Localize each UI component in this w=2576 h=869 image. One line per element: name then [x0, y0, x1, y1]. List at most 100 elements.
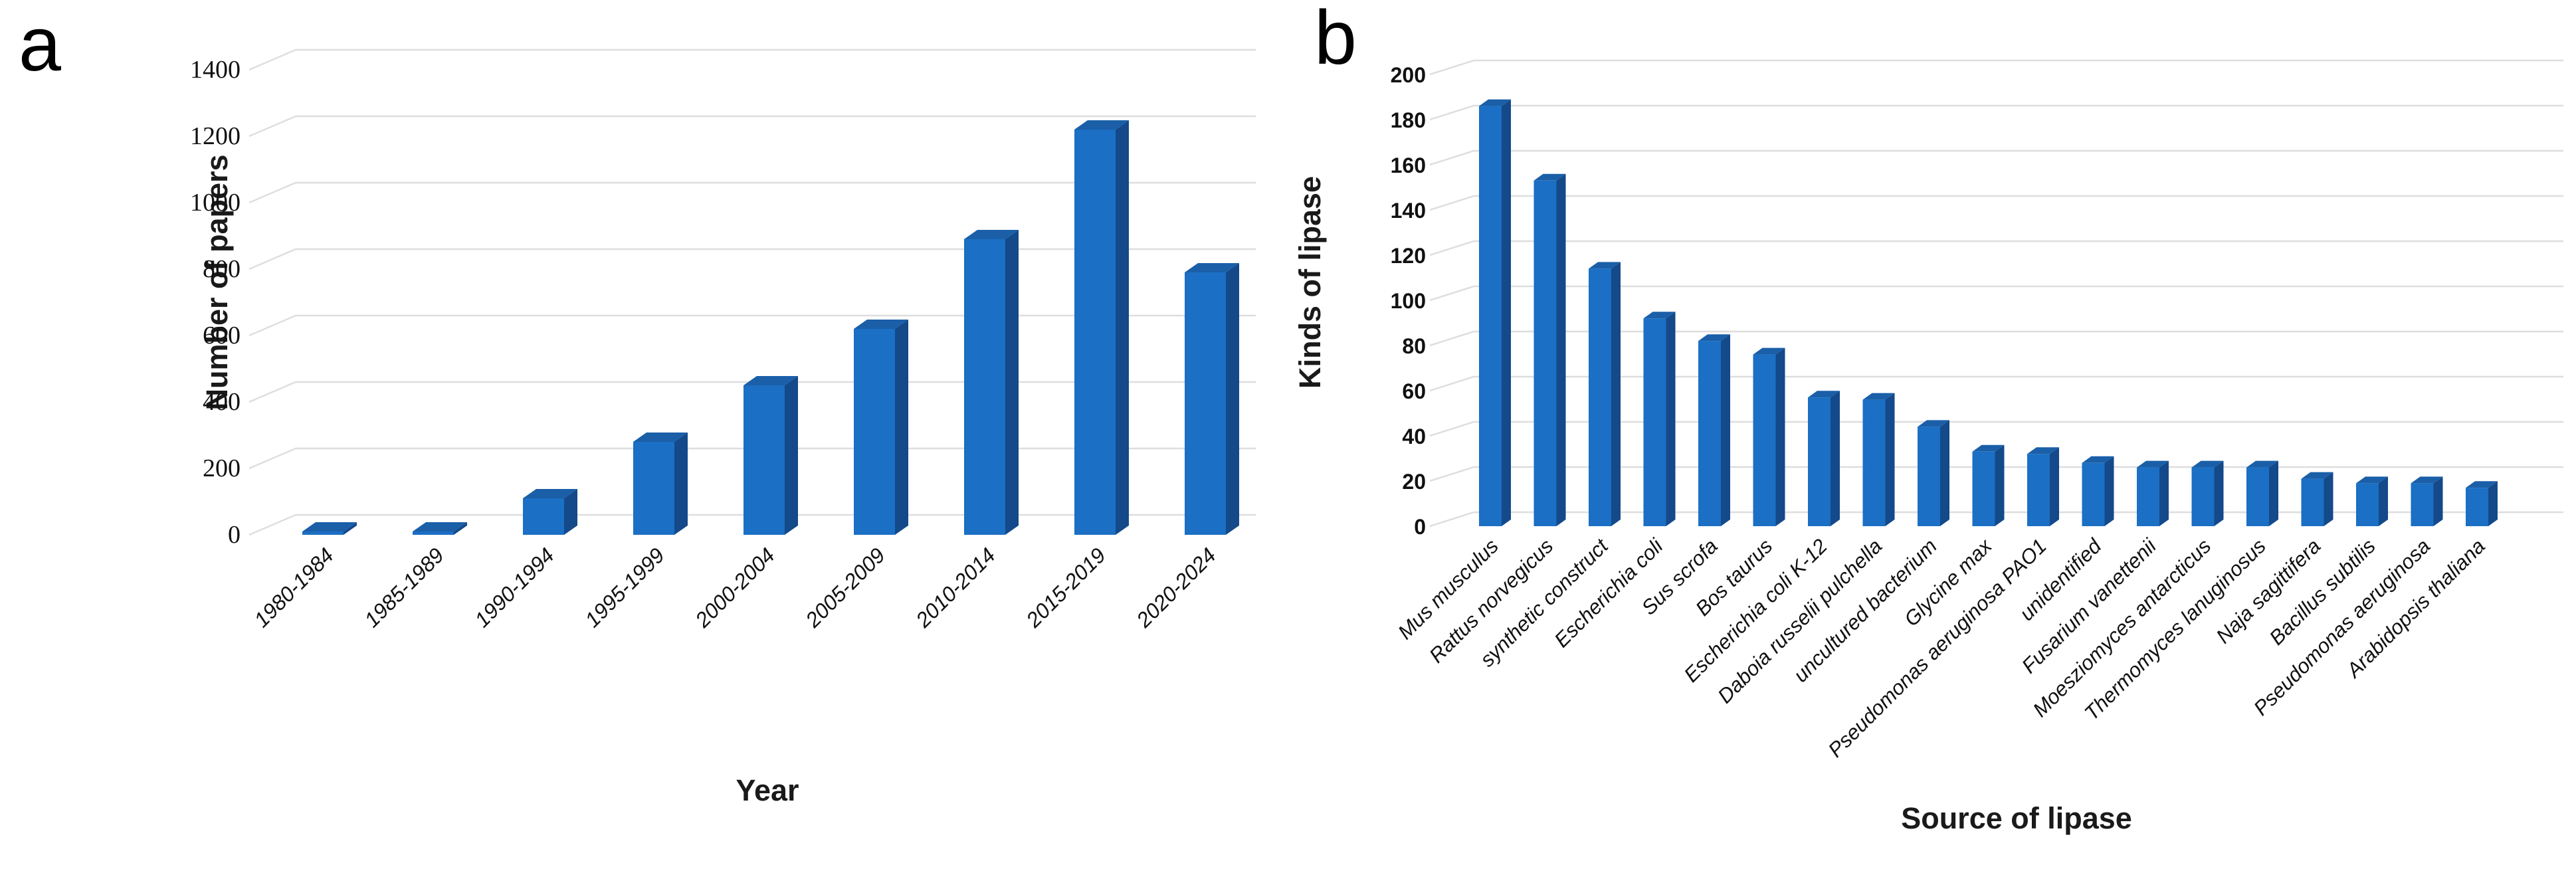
- bar-1980-1984-top: [302, 522, 357, 531]
- y-tick-label: 160: [1391, 153, 1426, 177]
- gridline: [248, 115, 1256, 138]
- y-tick-label: 200: [1391, 63, 1426, 87]
- bar-2015-2019: [1074, 130, 1116, 535]
- bar-fusarium-vanettenii-side: [2159, 460, 2169, 526]
- bar-2015-2019-top: [1074, 120, 1129, 130]
- y-tick-label: 180: [1391, 108, 1426, 132]
- bar-bos-taurus: [1753, 354, 1776, 526]
- bar-2005-2009: [854, 329, 895, 535]
- x-category-label: 2020-2024: [1132, 543, 1221, 632]
- bar-escherichia-coli-side: [1666, 312, 1676, 526]
- bar-2010-2014-side: [1005, 230, 1019, 535]
- bar-1990-1994-top: [523, 489, 577, 498]
- y-tick-label: 1400: [190, 56, 241, 84]
- bar-moesziomyces-antarcticus: [2191, 467, 2215, 526]
- x-category-label: 1995-1999: [580, 543, 669, 632]
- y-tick-label: 1200: [190, 122, 241, 150]
- y-tick-label: 120: [1391, 244, 1426, 268]
- y-tick-label: 1000: [190, 189, 241, 217]
- bar-arabidopsis-thaliana-side: [2488, 481, 2498, 526]
- bar-1990-1994: [523, 498, 564, 535]
- bar-mus-musculus-side: [1502, 99, 1511, 527]
- bar-sus-scrofa-side: [1721, 334, 1730, 526]
- y-tick-label: 200: [203, 454, 241, 482]
- bar-daboia-russelii-pulchella-side: [1885, 393, 1895, 526]
- x-category-label: 1985-1989: [359, 543, 448, 632]
- bar-bacillus-subtilis-side: [2379, 476, 2388, 526]
- bar-glycine-max: [1972, 451, 1995, 526]
- bar-escherichia-coli: [1643, 318, 1666, 526]
- bar-arabidopsis-thaliana: [2466, 488, 2488, 526]
- x-category-label: 2010-2014: [911, 543, 1000, 632]
- bar-2015-2019-side: [1116, 120, 1129, 535]
- bar-rattus-norvegicus-top: [1534, 173, 1566, 181]
- gridline: [1429, 421, 2563, 437]
- y-tick-label: 140: [1391, 199, 1426, 223]
- x-category-label: 2005-2009: [801, 543, 890, 632]
- bar-2000-2004-side: [785, 376, 798, 535]
- panel-b-x-axis-title: Source of lipase: [1901, 801, 2132, 835]
- x-category-label: 2000-2004: [690, 543, 779, 632]
- bar-bos-taurus-top: [1753, 347, 1785, 355]
- bar-1980-1984-side: [344, 522, 357, 535]
- panel-b-letter: b: [1314, 0, 1357, 80]
- bar-1985-1989: [413, 531, 454, 535]
- bar-uncultured-bacterium-side: [1940, 420, 1949, 526]
- bar-fusarium-vanettenii-top: [2137, 460, 2169, 468]
- panel-a-x-axis-title: Year: [736, 773, 799, 807]
- gridline: [248, 48, 1256, 71]
- bar-escherichia-coli-k-12-top: [1808, 391, 1840, 398]
- y-tick-label: 40: [1402, 425, 1426, 448]
- bar-1985-1989-top: [413, 522, 467, 531]
- x-category-label: 1980-1984: [249, 543, 338, 632]
- bar-unidentified-side: [2104, 456, 2114, 526]
- bar-pseudomonas-aeruginosa: [2411, 483, 2434, 526]
- y-tick-label: 0: [228, 521, 241, 549]
- bar-2010-2014: [964, 239, 1005, 535]
- bar-rattus-norvegicus-side: [1556, 173, 1566, 526]
- bar-arabidopsis-thaliana-top: [2466, 481, 2498, 488]
- bar-2005-2009-top: [854, 320, 908, 329]
- gridline: [1429, 149, 2563, 166]
- gridline: [248, 181, 1256, 204]
- bar-1990-1994-side: [564, 489, 577, 535]
- bar-daboia-russelii-pulchella-top: [1862, 393, 1895, 400]
- bar-naja-sagittifera: [2301, 478, 2324, 526]
- panel-a-letter: a: [19, 2, 61, 87]
- x-category-label: 2015-2019: [1021, 543, 1111, 632]
- bar-unidentified: [2082, 462, 2105, 526]
- bar-fusarium-vanettenii: [2137, 467, 2159, 526]
- bar-pseudomonas-aeruginosa-pao1: [2027, 454, 2050, 526]
- x-category-label: 1990-1994: [470, 543, 559, 632]
- bar-synthetic-construct: [1589, 268, 1611, 526]
- gridline: [248, 514, 1256, 536]
- bar-pseudomonas-aeruginosa-pao1-top: [2027, 447, 2059, 454]
- y-tick-label: 60: [1402, 379, 1426, 403]
- y-tick-label: 0: [1414, 515, 1426, 539]
- bar-sus-scrofa: [1698, 341, 1721, 526]
- gridline: [1429, 330, 2563, 347]
- bar-1995-1999-top: [633, 433, 688, 442]
- gridline: [1429, 195, 2563, 211]
- gridline: [1429, 285, 2563, 302]
- bar-rattus-norvegicus: [1534, 180, 1557, 526]
- bar-pseudomonas-aeruginosa-pao1-side: [2050, 447, 2059, 526]
- bar-mus-musculus-top: [1479, 99, 1511, 106]
- y-tick-label: 20: [1402, 470, 1426, 494]
- bar-2000-2004-top: [743, 376, 798, 385]
- bar-1995-1999-side: [674, 433, 688, 535]
- bar-1980-1984: [302, 531, 344, 535]
- gridline: [248, 381, 1256, 403]
- bar-escherichia-coli-top: [1643, 312, 1676, 319]
- bar-2010-2014-top: [964, 230, 1019, 239]
- bar-glycine-max-side: [1995, 444, 2005, 526]
- y-tick-label: 600: [203, 322, 241, 349]
- bar-thermomyces-lanuginosus-top: [2246, 460, 2278, 468]
- bar-2020-2024: [1185, 272, 1226, 535]
- bar-naja-sagittifera-top: [2301, 472, 2333, 479]
- gridline: [1429, 375, 2563, 392]
- bar-bos-taurus-side: [1775, 347, 1785, 526]
- bar-bacillus-subtilis: [2356, 483, 2379, 526]
- y-tick-label: 400: [203, 388, 241, 416]
